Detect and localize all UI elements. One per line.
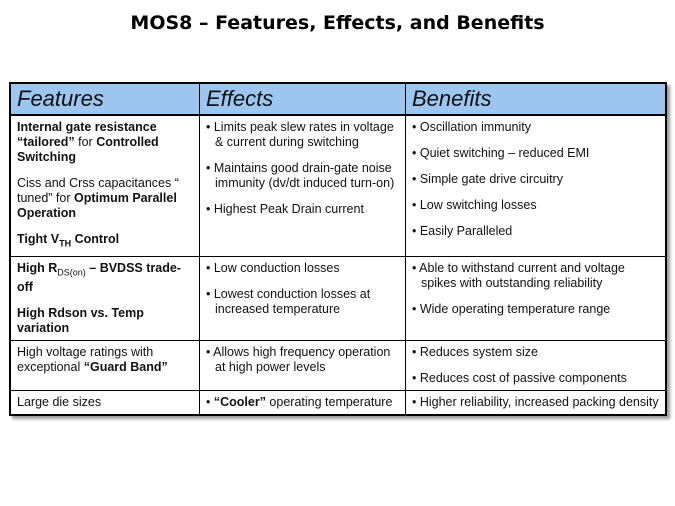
cell-paragraph: Tight VTH Control xyxy=(17,232,193,252)
text-run: • xyxy=(206,395,214,409)
text-run: • Quiet switching – reduced EMI xyxy=(412,146,590,160)
header-features: Features xyxy=(9,82,200,116)
features-table: Features Effects Benefits Internal gate … xyxy=(9,82,667,416)
subscript: TH xyxy=(59,238,72,249)
cell-paragraph: Ciss and Crss capacitances “ tuned” for … xyxy=(17,176,193,221)
text-run: • Easily Paralleled xyxy=(412,224,513,238)
benefits-cell: • Able to withstand current and voltage … xyxy=(405,255,667,341)
cell-paragraph: • Maintains good drain-gate noise immuni… xyxy=(206,161,399,191)
text-run: • Maintains good drain-gate noise immuni… xyxy=(206,161,395,190)
cell-paragraph: • Oscillation immunity xyxy=(412,120,659,135)
text-run: Large die sizes xyxy=(17,395,102,409)
text-run: Optimum Parallel Operation xyxy=(17,191,177,220)
text-run: High Rdson vs. Temp variation xyxy=(17,306,144,335)
text-run: • Reduces cost of passive components xyxy=(412,371,627,385)
effects-cell: • Limits peak slew rates in voltage & cu… xyxy=(199,114,406,257)
cell-paragraph: • Quiet switching – reduced EMI xyxy=(412,146,659,161)
cell-paragraph: • Easily Paralleled xyxy=(412,224,659,239)
text-run: Tight V xyxy=(17,232,60,246)
text-run: operating temperature xyxy=(265,395,393,409)
text-run: High R xyxy=(17,260,58,275)
features-cell: Internal gate resistance “tailored” for … xyxy=(9,114,200,257)
effects-cell: • Low conduction losses • Lowest conducti… xyxy=(199,255,406,341)
text-run: • Oscillation immunity xyxy=(412,120,531,134)
text-run: • Limits peak slew rates in voltage & cu… xyxy=(206,120,394,149)
table-row: Internal gate resistance “tailored” for … xyxy=(9,114,667,257)
text-run: • Highest Peak Drain current xyxy=(206,202,364,216)
cell-paragraph: • Low switching losses xyxy=(412,198,659,213)
cell-paragraph: • Highest Peak Drain current xyxy=(206,202,399,217)
cell-paragraph: • “Cooler” operating temperature xyxy=(206,395,399,410)
cell-paragraph: • Simple gate drive circuitry xyxy=(412,172,659,187)
effects-cell: • “Cooler” operating temperature xyxy=(199,390,406,416)
text-run: • Wide operating temperature range xyxy=(412,301,611,316)
text-run: TH xyxy=(59,232,72,249)
features-cell: High RDS(on) – BVDSS trade-off High Rdson… xyxy=(9,255,200,341)
text-run: Controlled Switching xyxy=(17,135,159,164)
cell-paragraph: High Rdson vs. Temp variation xyxy=(17,306,193,336)
text-run: • Able to withstand current and voltage … xyxy=(412,260,625,290)
cell-paragraph: High RDS(on) – BVDSS trade-off xyxy=(17,261,193,296)
text-run: – BVDSS trade-off xyxy=(17,260,181,295)
text-run: • Low conduction losses xyxy=(206,260,340,275)
cell-paragraph: • Higher reliability, increased packing … xyxy=(412,395,659,410)
text-run: • Higher reliability, increased packing … xyxy=(412,395,659,409)
benefits-cell: • Oscillation immunity • Quiet switching … xyxy=(405,114,667,257)
table-row: Large die sizes • “Cooler” operating temp… xyxy=(9,390,667,416)
header-effects: Effects xyxy=(199,82,406,116)
text-run: DS(on) xyxy=(57,261,86,277)
header-benefits: Benefits xyxy=(405,82,667,116)
text-run: • Lowest conduction losses at increased … xyxy=(206,286,371,316)
text-run: Control xyxy=(71,232,120,246)
header-row: Features Effects Benefits xyxy=(9,82,667,116)
cell-paragraph: High voltage ratings with exceptional “G… xyxy=(17,345,193,375)
effects-cell: • Allows high frequency operation at hig… xyxy=(199,340,406,391)
text-run: for xyxy=(74,135,97,149)
cell-paragraph: Large die sizes xyxy=(17,395,193,410)
benefits-cell: • Higher reliability, increased packing … xyxy=(405,390,667,416)
cell-paragraph: • Reduces cost of passive components xyxy=(412,371,659,386)
features-cell: High voltage ratings with exceptional “G… xyxy=(9,340,200,391)
cell-paragraph: • Allows high frequency operation at hig… xyxy=(206,345,399,375)
cell-paragraph: • Wide operating temperature range xyxy=(412,302,659,317)
features-cell: Large die sizes xyxy=(9,390,200,416)
text-run: Ciss and Crss capacitances “ tuned” for xyxy=(17,176,179,205)
subscript: DS(on) xyxy=(57,267,86,277)
table-row: High voltage ratings with exceptional “G… xyxy=(9,340,667,391)
text-run: High voltage ratings with exceptional xyxy=(17,345,154,374)
text-run: • Reduces system size xyxy=(412,345,538,359)
page-title: MOS8 – Features, Effects, and Benefits xyxy=(130,12,545,34)
cell-paragraph: • Reduces system size xyxy=(412,345,659,360)
text-run: • Low switching losses xyxy=(412,198,537,212)
text-run: Internal gate resistance “tailored” xyxy=(17,120,157,149)
benefits-cell: • Reduces system size • Reduces cost of p… xyxy=(405,340,667,391)
text-run: • Simple gate drive circuitry xyxy=(412,172,563,186)
text-run: • Allows high frequency operation at hig… xyxy=(206,345,391,374)
cell-paragraph: • Lowest conduction losses at increased … xyxy=(206,287,399,317)
cell-paragraph: • Limits peak slew rates in voltage & cu… xyxy=(206,120,399,150)
cell-paragraph: • Low conduction losses xyxy=(206,261,399,276)
cell-paragraph: • Able to withstand current and voltage … xyxy=(412,261,659,291)
text-run: “Cooler” xyxy=(213,395,266,409)
text-run: “Guard Band” xyxy=(83,360,168,374)
table-row: High RDS(on) – BVDSS trade-off High Rdson… xyxy=(9,255,667,341)
cell-paragraph: Internal gate resistance “tailored” for … xyxy=(17,120,193,165)
